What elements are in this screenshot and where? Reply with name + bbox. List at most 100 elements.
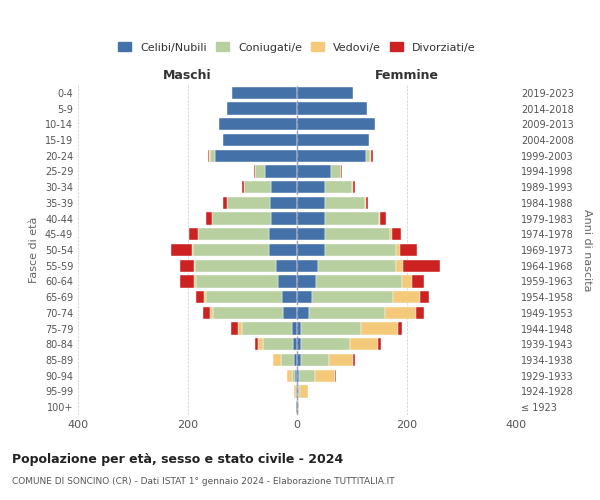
Bar bbox=[242, 181, 244, 194]
Bar bbox=[254, 166, 256, 177]
Bar bbox=[219, 118, 297, 130]
Bar bbox=[385, 306, 416, 319]
Bar bbox=[281, 354, 294, 366]
Bar bbox=[314, 370, 335, 382]
Bar bbox=[213, 306, 283, 319]
Bar bbox=[188, 228, 199, 240]
Bar bbox=[371, 150, 373, 162]
Bar bbox=[294, 386, 296, 398]
Bar bbox=[378, 338, 381, 350]
Bar bbox=[419, 291, 430, 304]
Y-axis label: Anni di nascita: Anni di nascita bbox=[582, 209, 592, 291]
Bar bbox=[350, 338, 378, 350]
Bar bbox=[269, 244, 297, 256]
Bar bbox=[171, 244, 192, 256]
Bar bbox=[325, 181, 352, 194]
Bar bbox=[301, 338, 350, 350]
Bar bbox=[325, 244, 395, 256]
Bar bbox=[402, 276, 412, 287]
Bar bbox=[416, 306, 424, 319]
Bar bbox=[394, 291, 419, 304]
Bar bbox=[395, 244, 400, 256]
Bar bbox=[379, 212, 380, 224]
Bar bbox=[181, 276, 194, 287]
Bar bbox=[297, 306, 309, 319]
Bar bbox=[269, 196, 297, 209]
Bar bbox=[297, 291, 313, 304]
Bar bbox=[412, 276, 424, 287]
Bar bbox=[331, 166, 341, 177]
Bar bbox=[361, 322, 398, 334]
Bar bbox=[297, 338, 301, 350]
Bar bbox=[309, 306, 385, 319]
Bar bbox=[365, 196, 366, 209]
Bar bbox=[293, 338, 297, 350]
Bar bbox=[212, 212, 271, 224]
Bar bbox=[278, 276, 297, 287]
Bar bbox=[398, 322, 401, 334]
Text: Femmine: Femmine bbox=[374, 69, 439, 82]
Bar bbox=[297, 276, 316, 287]
Bar bbox=[196, 276, 278, 287]
Bar bbox=[366, 150, 370, 162]
Bar bbox=[227, 102, 297, 115]
Bar bbox=[265, 166, 297, 177]
Bar bbox=[325, 228, 390, 240]
Bar bbox=[211, 150, 215, 162]
Bar bbox=[297, 166, 331, 177]
Bar bbox=[292, 370, 295, 382]
Bar bbox=[335, 370, 337, 382]
Bar bbox=[271, 212, 297, 224]
Bar bbox=[206, 212, 212, 224]
Bar bbox=[297, 181, 325, 194]
Bar bbox=[297, 401, 298, 413]
Text: COMUNE DI SONCINO (CR) - Dati ISTAT 1° gennaio 2024 - Elaborazione TUTTITALIA.IT: COMUNE DI SONCINO (CR) - Dati ISTAT 1° g… bbox=[12, 478, 395, 486]
Bar bbox=[299, 370, 314, 382]
Bar bbox=[341, 166, 342, 177]
Bar bbox=[295, 370, 297, 382]
Bar bbox=[297, 370, 299, 382]
Bar bbox=[194, 260, 195, 272]
Bar bbox=[223, 196, 227, 209]
Bar bbox=[392, 228, 401, 240]
Bar bbox=[297, 118, 375, 130]
Bar bbox=[199, 228, 269, 240]
Bar bbox=[274, 354, 281, 366]
Bar bbox=[318, 260, 395, 272]
Bar bbox=[380, 212, 386, 224]
Bar bbox=[203, 306, 211, 319]
Bar bbox=[211, 306, 213, 319]
Bar bbox=[325, 196, 365, 209]
Bar bbox=[193, 244, 269, 256]
Bar bbox=[276, 260, 297, 272]
Bar bbox=[297, 212, 325, 224]
Bar bbox=[238, 322, 242, 334]
Bar bbox=[301, 354, 329, 366]
Bar bbox=[300, 386, 308, 398]
Bar bbox=[353, 354, 355, 366]
Bar bbox=[298, 401, 299, 413]
Bar bbox=[283, 306, 297, 319]
Bar bbox=[297, 354, 301, 366]
Bar bbox=[257, 338, 263, 350]
Bar bbox=[370, 150, 371, 162]
Bar bbox=[390, 228, 392, 240]
Bar bbox=[232, 322, 238, 334]
Bar bbox=[209, 150, 211, 162]
Bar bbox=[366, 196, 368, 209]
Bar bbox=[395, 260, 403, 272]
Bar bbox=[297, 134, 369, 146]
Bar bbox=[271, 181, 297, 194]
Bar bbox=[297, 322, 301, 334]
Bar bbox=[244, 181, 271, 194]
Bar bbox=[255, 338, 257, 350]
Bar bbox=[208, 150, 209, 162]
Bar bbox=[192, 244, 193, 256]
Bar bbox=[313, 291, 394, 304]
Bar bbox=[195, 260, 276, 272]
Bar bbox=[297, 244, 325, 256]
Bar bbox=[403, 260, 440, 272]
Bar bbox=[269, 228, 297, 240]
Bar bbox=[297, 150, 366, 162]
Bar bbox=[292, 322, 297, 334]
